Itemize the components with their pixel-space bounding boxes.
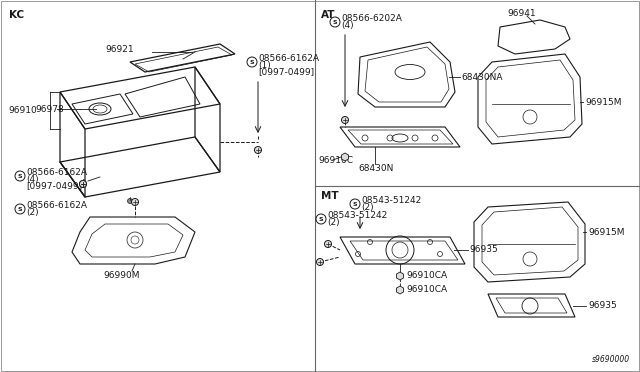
Circle shape: [131, 199, 138, 205]
Text: 96935: 96935: [469, 246, 498, 254]
Circle shape: [324, 241, 332, 247]
Text: 96915M: 96915M: [585, 97, 621, 106]
Circle shape: [255, 147, 262, 154]
Text: MT: MT: [321, 191, 339, 201]
Circle shape: [79, 180, 86, 187]
Text: 08566-6162A: 08566-6162A: [258, 54, 319, 62]
Polygon shape: [342, 153, 348, 161]
Text: 68430N: 68430N: [358, 164, 394, 173]
Circle shape: [342, 116, 349, 124]
Text: S: S: [353, 202, 357, 206]
Text: 96910: 96910: [8, 106, 36, 115]
Circle shape: [79, 180, 86, 187]
Text: AT: AT: [321, 10, 335, 20]
Text: 96935: 96935: [588, 301, 617, 311]
Text: 96915M: 96915M: [588, 228, 625, 237]
Text: 96921: 96921: [105, 45, 134, 54]
Text: [0997-0499]: [0997-0499]: [26, 182, 82, 190]
Text: (4): (4): [341, 20, 354, 29]
Text: S: S: [250, 60, 254, 64]
Text: 68430NA: 68430NA: [461, 73, 502, 81]
Text: [0997-0499]: [0997-0499]: [258, 67, 314, 77]
Text: KC: KC: [9, 10, 24, 20]
Text: 08566-6162A: 08566-6162A: [26, 201, 87, 209]
Text: 96990M: 96990M: [104, 270, 140, 279]
Text: s9690000: s9690000: [592, 355, 630, 364]
Text: 96910CA: 96910CA: [406, 285, 447, 295]
Text: 08543-51242: 08543-51242: [327, 211, 387, 219]
Text: 96910CA: 96910CA: [406, 272, 447, 280]
Text: S: S: [18, 206, 22, 212]
Text: S: S: [319, 217, 323, 221]
Text: 96910C: 96910C: [318, 155, 353, 164]
Text: 08566-6202A: 08566-6202A: [341, 13, 402, 22]
Text: (4): (4): [26, 174, 38, 183]
Text: S: S: [333, 19, 337, 25]
Text: 96978: 96978: [35, 105, 64, 113]
Text: 96941: 96941: [508, 9, 536, 17]
Text: (2): (2): [26, 208, 38, 217]
Text: (2): (2): [327, 218, 340, 227]
Text: (1): (1): [258, 61, 271, 70]
Circle shape: [127, 199, 132, 203]
Circle shape: [317, 259, 323, 266]
Polygon shape: [397, 286, 403, 294]
Text: S: S: [18, 173, 22, 179]
Text: 08566-6162A: 08566-6162A: [26, 167, 87, 176]
Text: 08543-51242: 08543-51242: [361, 196, 421, 205]
Text: (2): (2): [361, 202, 374, 212]
Polygon shape: [397, 272, 403, 280]
